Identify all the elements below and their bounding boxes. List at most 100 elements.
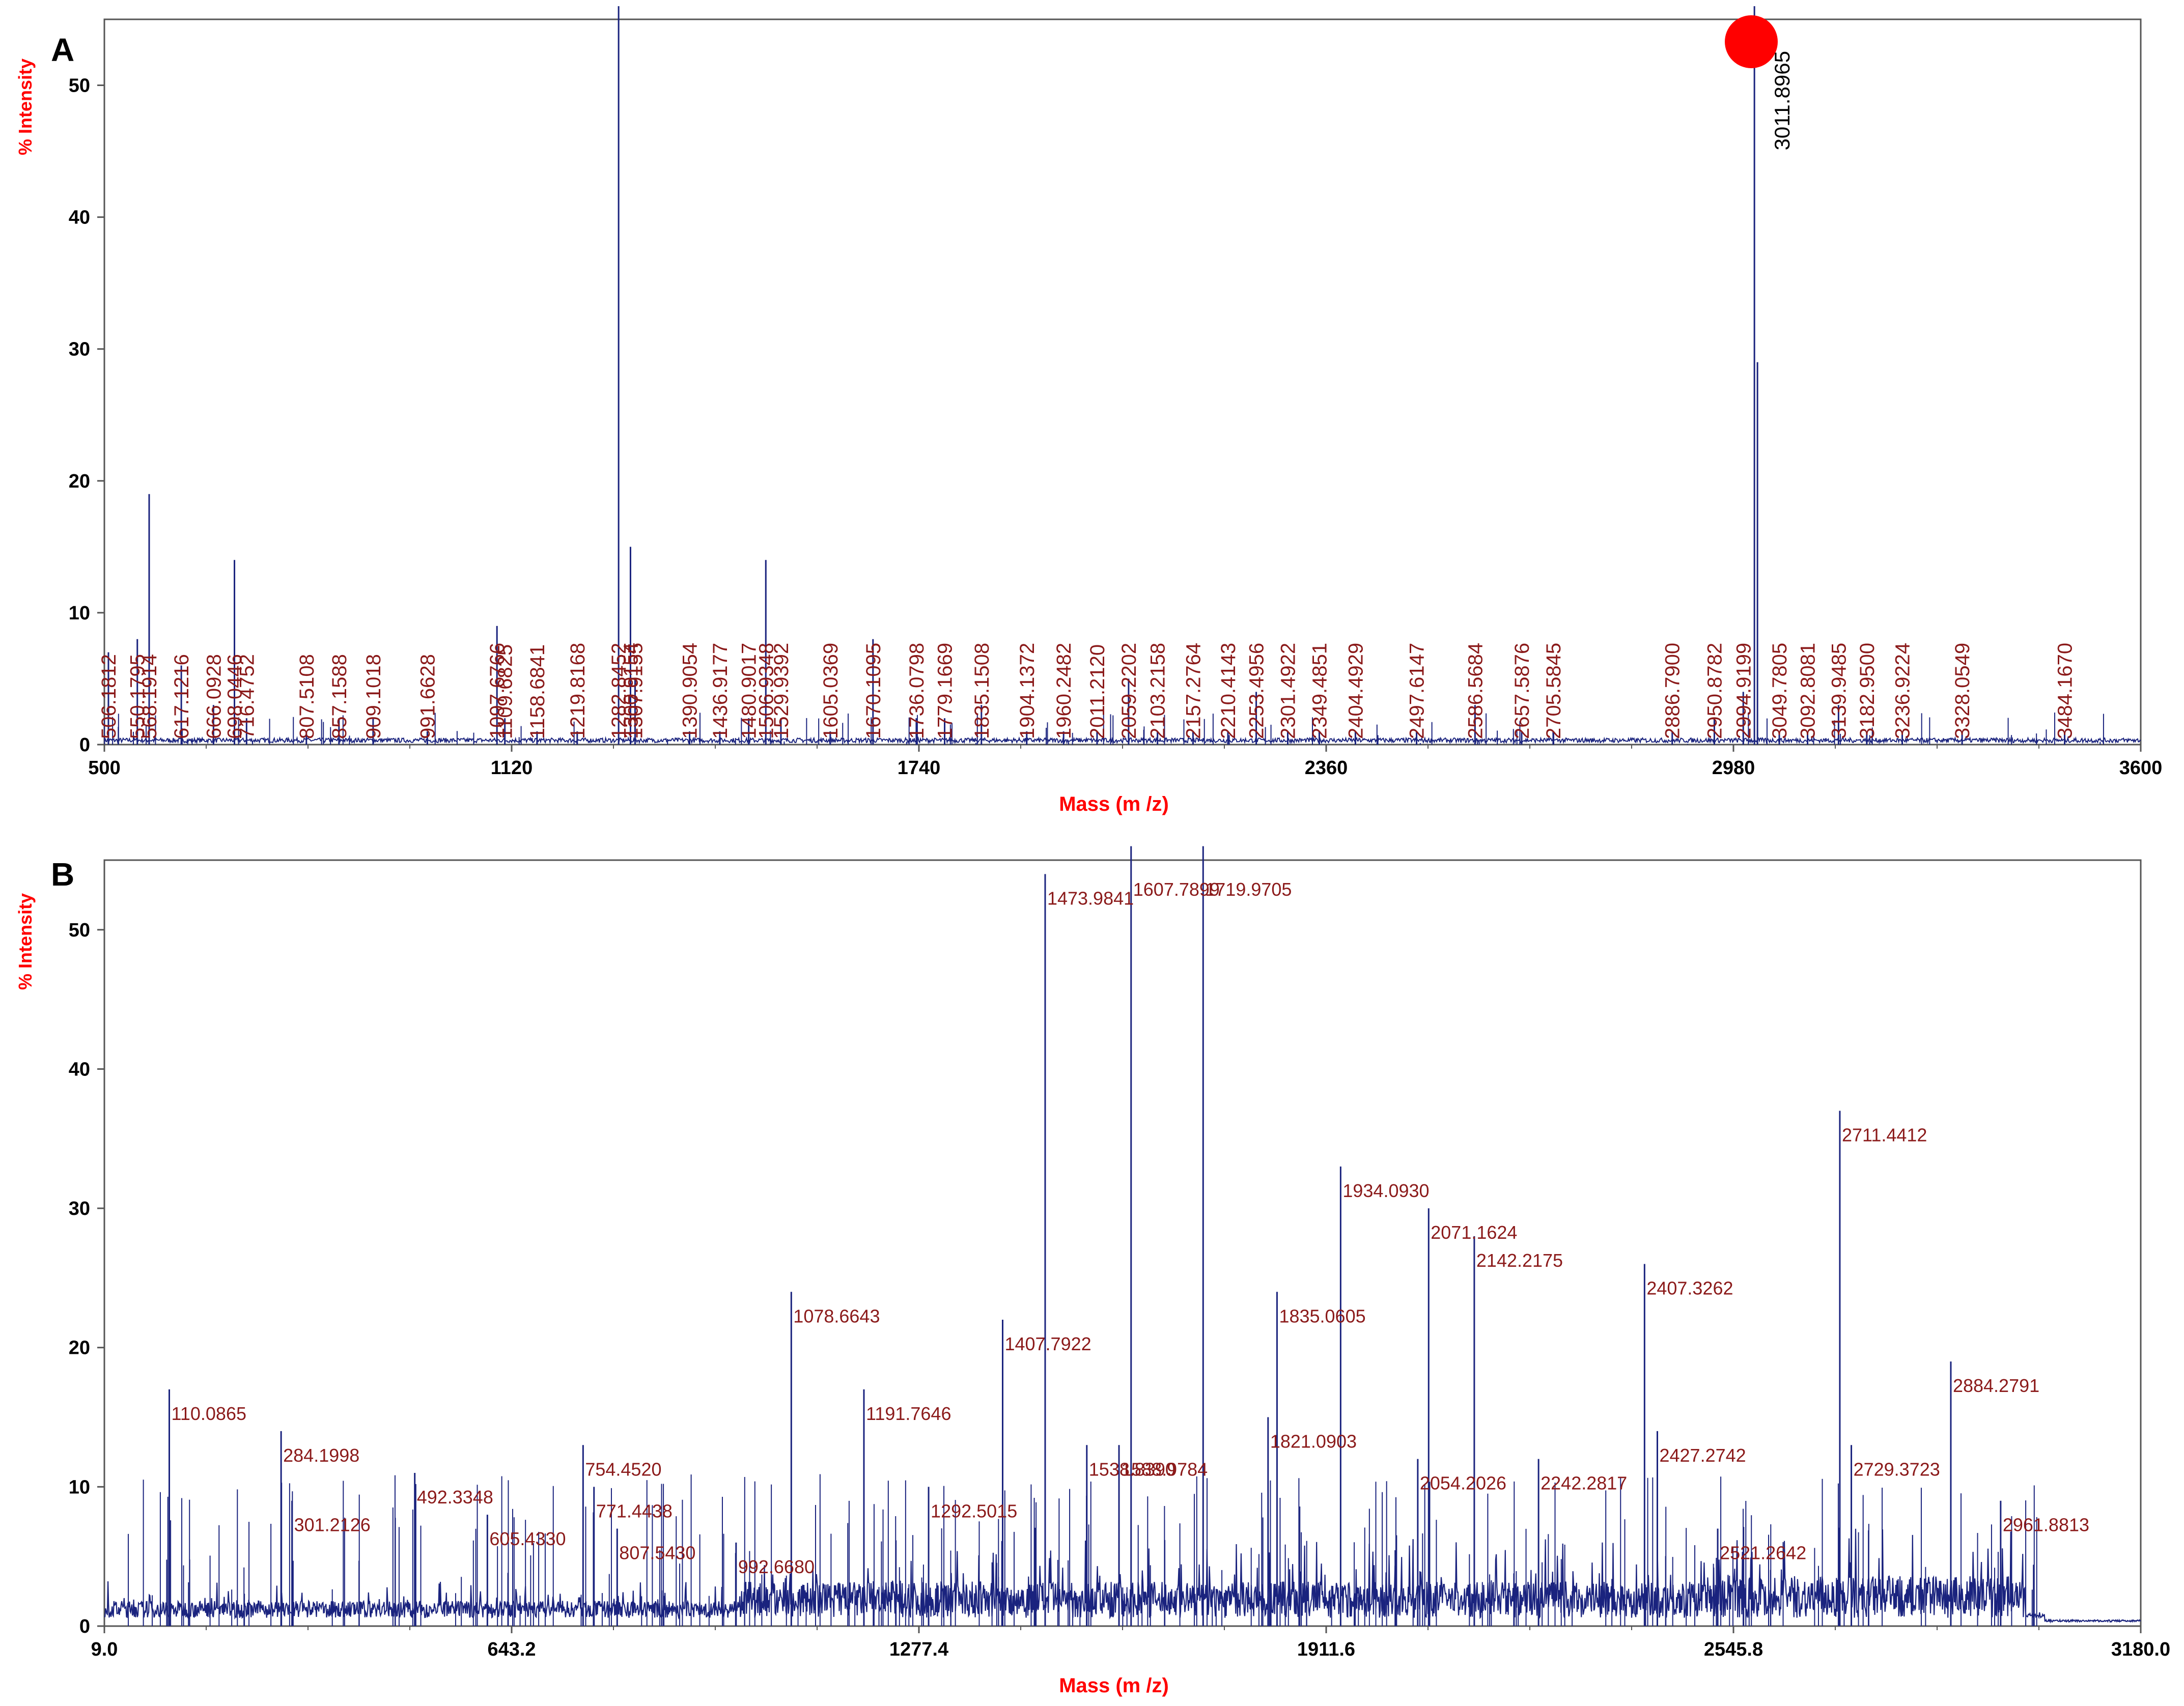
peak-label: 1078.6643 [793,1305,880,1326]
peak-label: 2521.2642 [1720,1542,1806,1563]
peak-label: 3092.8081 [1797,643,1819,739]
peak-label: 506.1812 [98,654,120,739]
x-tick-label: 643.2 [487,1639,536,1660]
y-tick-label: 0 [79,1616,90,1637]
panel-b-spectrum [104,846,2141,1626]
y-tick-label: 50 [69,75,90,97]
peak-label: 1219.8168 [567,643,589,739]
x-tick-label: 500 [88,757,120,779]
peak-label: 2054.2026 [1420,1473,1506,1494]
peak-label: 2586.5684 [1464,643,1487,739]
peak-label: 617.1216 [171,654,193,739]
peak-label: 2349.4851 [1308,643,1331,739]
peak-label: 698.0446 [224,654,246,739]
peak-label: 2059.2202 [1118,643,1140,739]
peak-label: 1588.9784 [1121,1459,1208,1480]
peak-label: 3049.7805 [1769,643,1791,739]
peak-label: 550.1795 [127,654,149,739]
peak-label: 110.0865 [172,1403,246,1424]
peak-label: 1821.0903 [1270,1431,1357,1452]
peak-label: 2253.4956 [1246,643,1268,739]
peak-label: 754.4520 [585,1459,661,1480]
panel-a-y-axis-label: % Intensity [15,59,36,155]
x-tick-label: 2545.8 [1704,1639,1763,1660]
peak-label: 1779.1669 [934,643,957,739]
peak-label: 992.6680 [738,1556,815,1577]
peak-label: 1506.9348 [755,643,777,739]
peak-label: 1097.6766 [486,643,509,739]
peak-label: 2210.4143 [1217,643,1240,739]
y-tick-label: 30 [69,339,90,360]
panel-a-spectrum [104,6,2141,745]
y-tick-label: 40 [69,1059,90,1080]
y-tick-label: 10 [69,1476,90,1498]
peak-label: 1300.9154 [620,643,642,739]
panel-a: A 500 1120 1740 2360 2980 3600 0 10 20 30 40 50 506… [15,6,2162,815]
peak-label: 1292.5015 [931,1500,1017,1521]
peak-label: 3484.1670 [2054,643,2077,739]
peak-label: 1390.9054 [679,643,702,739]
x-tick-label: 1277.4 [889,1639,948,1660]
panel-a-axes: 500 1120 1740 2360 2980 3600 0 10 20 30 40 50 [69,75,2163,779]
panel-a-x-axis-label: Mass (m /z) [1059,793,1169,815]
panel-a-letter: A [51,32,74,68]
peak-label: 2103.2158 [1147,643,1169,739]
panel-b-peak-labels: 110.0865 284.1998 301.2126 492.3348 605.4330… [172,879,2090,1577]
peak-label: 991.6628 [416,654,439,739]
peak-label: 1158.6841 [526,644,549,739]
peak-label: 2427.2742 [1659,1445,1746,1466]
highlight-marker [1725,15,1778,68]
peak-label: 2242.2817 [1541,1473,1627,1494]
peak-label: 3328.0549 [1951,643,1974,739]
peak-label: 807.5108 [296,654,318,739]
peak-label: 1835.0605 [1279,1305,1365,1326]
peak-label: 1109.6825 [494,644,517,739]
peak-label: 2994.9199 [1732,643,1755,739]
y-tick-label: 30 [69,1198,90,1219]
peak-label: 2705.5845 [1543,643,1565,739]
peak-label: 1473.9841 [1047,888,1134,908]
panel-b-x-axis-label: Mass (m /z) [1059,1674,1169,1697]
peak-label: 1538.8390 [1089,1459,1175,1480]
panel-b-letter: B [51,856,74,893]
y-tick-label: 40 [69,207,90,229]
y-tick-label: 20 [69,1338,90,1359]
peak-label: 2142.2175 [1476,1250,1563,1271]
peak-label: 2884.2791 [1953,1375,2039,1396]
highlight-peak-label: 3011.8965 [1770,51,1794,150]
peak-label: 2950.8782 [1703,643,1726,739]
peak-label: 1480.9017 [738,643,761,739]
peak-label: 1736.0798 [906,643,928,739]
peak-label: 2711.4412 [1842,1125,1927,1146]
peak-label: 3236.9224 [1892,643,1914,739]
peak-label: 2729.3723 [1854,1459,1940,1480]
peak-label: 1670.1095 [862,643,885,739]
x-tick-label: 1911.6 [1297,1639,1355,1660]
peak-label: 1529.9392 [770,643,793,739]
y-tick-label: 50 [69,920,90,941]
peak-label: 1191.7646 [866,1403,951,1424]
peak-label: 1282.8452 [608,643,630,739]
peak-label: 1436.9177 [709,643,732,739]
spectrum-trace [104,736,2141,745]
peak-label: 909.1018 [362,654,385,739]
panel-b-y-axis-label: % Intensity [15,893,36,990]
peak-label: 1605.0369 [820,643,842,739]
x-tick-label: 1120 [491,757,533,779]
peak-label: 2961.8813 [2003,1515,2089,1536]
y-tick-label: 20 [69,471,90,492]
peak-label: 857.1588 [328,654,351,739]
peak-label: 492.3348 [417,1487,493,1508]
x-tick-label: 9.0 [91,1639,118,1660]
peak-label: 1835.1508 [971,643,993,739]
x-tick-label: 2360 [1305,757,1348,779]
x-tick-label: 3600 [2119,757,2163,779]
peak-label: 3139.9485 [1828,643,1850,739]
peak-label: 2301.4922 [1277,643,1300,739]
peak-label: 284.1998 [283,1445,359,1466]
peak-label: 1607.7899 [1133,879,1220,900]
x-tick-label: 2980 [1712,757,1755,779]
peak-label: 1934.0930 [1342,1180,1429,1201]
peak-label: 301.2126 [294,1515,371,1536]
peak-label: 716.4752 [236,654,258,739]
